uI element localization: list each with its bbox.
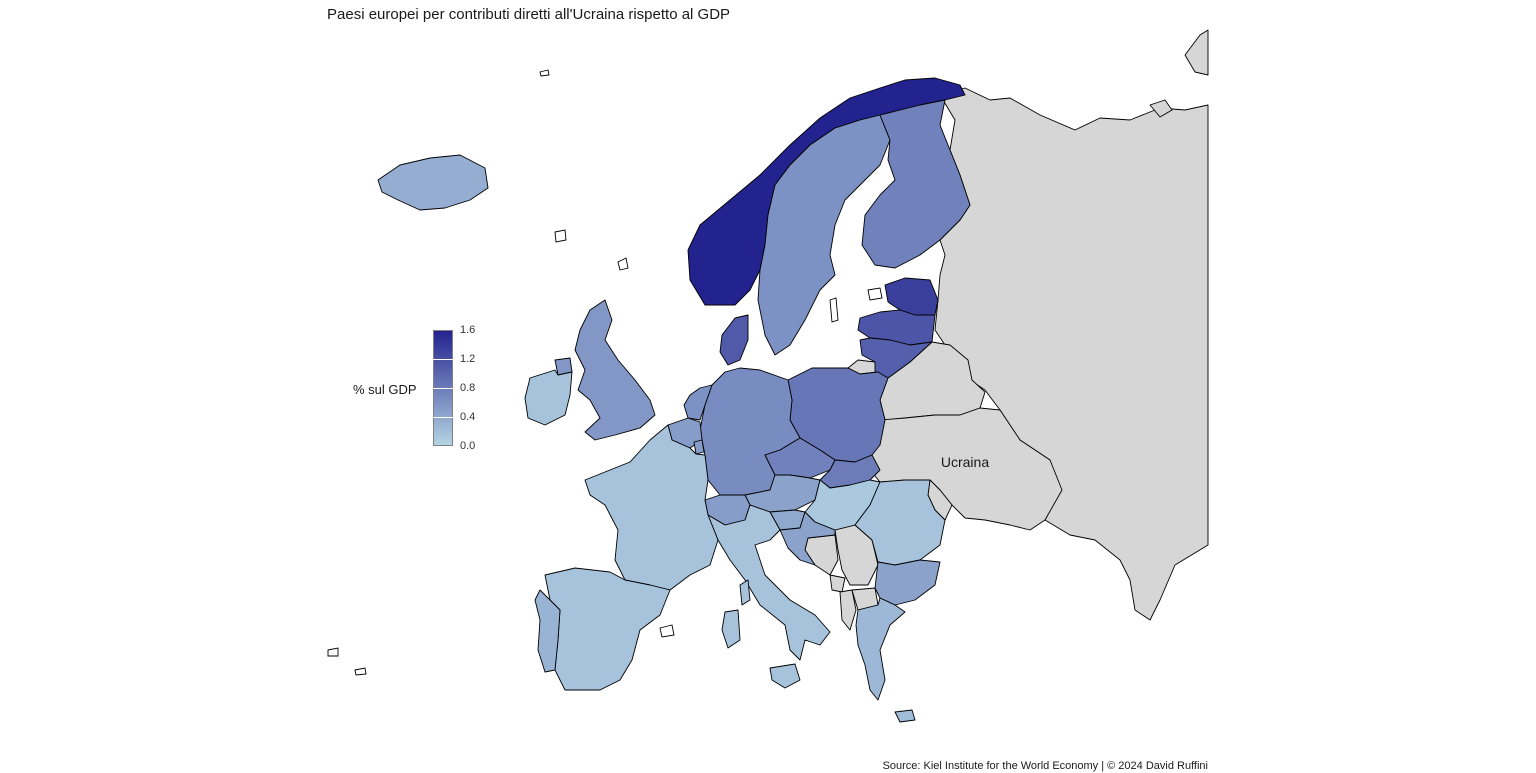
legend-tick-label: 1.2 [460,353,476,365]
country-france-corsica[interactable] [739,579,751,606]
country-croatia[interactable] [779,511,836,566]
legend-tick-label: 0.0 [460,440,476,452]
country-cyprus[interactable] [894,709,916,723]
country-italy-sardinia[interactable] [721,609,741,649]
country-estonia[interactable] [884,277,939,316]
country-albania[interactable] [839,589,857,631]
country-finland[interactable] [861,99,971,269]
country-greece[interactable] [855,597,906,701]
country-romania[interactable] [854,479,946,566]
legend-tick-mark [433,388,453,389]
legend-title: % sul GDP [353,382,417,397]
country-montenegro[interactable] [829,574,846,593]
country-italy[interactable] [707,504,831,661]
country-netherlands[interactable] [683,384,713,421]
country-luxembourg[interactable] [693,439,705,455]
country-iceland[interactable] [377,154,489,211]
coastline-fragments [327,69,883,676]
country-russia[interactable] [934,87,1209,621]
country-bosnia[interactable] [804,534,839,576]
country-denmark[interactable] [719,314,749,366]
country-lithuania[interactable] [859,337,933,379]
country-ireland[interactable] [524,369,573,426]
country-france[interactable] [584,424,719,591]
country-uk[interactable] [574,299,656,441]
legend-tick-mark [433,417,453,418]
legend-tick-mark [433,359,453,360]
legend-tick-label: 0.8 [460,382,476,394]
legend-tick-label: 1.6 [460,324,476,336]
country-russia-kola[interactable] [1149,99,1173,118]
country-russia-arctic[interactable] [1184,29,1209,76]
map-caption: Source: Kiel Institute for the World Eco… [882,760,1208,772]
legend-tick-label: 0.4 [460,411,476,423]
country-spain[interactable] [544,567,671,691]
country-italy-sicily[interactable] [769,663,801,689]
country-sweden[interactable] [757,114,891,356]
map-title: Paesi europei per contributi diretti all… [327,6,731,23]
country-bulgaria[interactable] [874,559,941,606]
country-portugal[interactable] [534,589,561,673]
map-label-ukraine: Ucraina [941,454,989,470]
